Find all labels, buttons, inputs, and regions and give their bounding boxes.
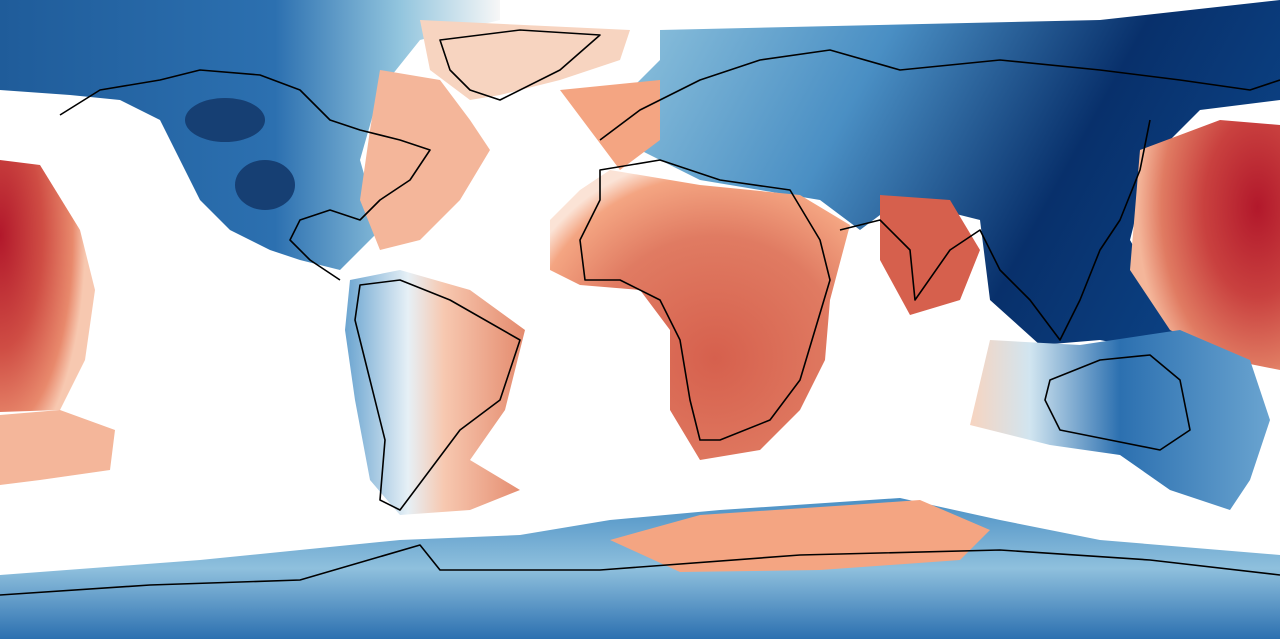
pacific-warm-east <box>1130 120 1280 370</box>
greenland-field <box>420 20 630 100</box>
coastline <box>0 544 1280 596</box>
pacific-warm-south <box>0 410 115 485</box>
eurasia-field <box>620 0 1280 360</box>
europe-warm <box>560 80 660 170</box>
africa-field <box>550 170 850 460</box>
pacific-warm-west <box>0 160 95 412</box>
coastline <box>599 49 1280 141</box>
coastlines <box>0 29 1280 596</box>
cold-core <box>235 160 295 210</box>
coastline <box>439 29 601 101</box>
india-field <box>880 195 980 315</box>
cold-core <box>185 98 265 142</box>
coastline <box>59 69 431 281</box>
coastline <box>579 159 831 441</box>
coastline <box>839 119 1151 341</box>
antarctic-warm <box>610 500 990 572</box>
atlantic-warm <box>360 70 490 250</box>
south-america-field <box>345 270 525 515</box>
coastline <box>1044 354 1191 451</box>
australia-field <box>970 330 1270 510</box>
coastline <box>354 279 521 511</box>
